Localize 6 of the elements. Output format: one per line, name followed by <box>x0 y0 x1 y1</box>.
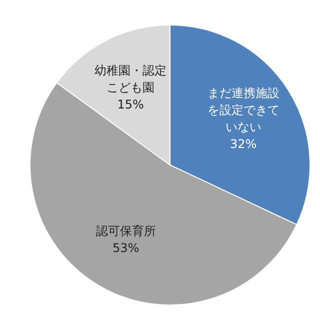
slice-label: 認可保育所 <box>96 224 156 238</box>
slice-label: 幼稚園・認定こども園 <box>94 64 167 95</box>
slice-label: まだ連携施設を設定できていない <box>207 86 280 134</box>
data-label: 32% <box>230 136 257 151</box>
data-label: 15% <box>117 98 144 112</box>
data-label: 53% <box>112 241 140 256</box>
